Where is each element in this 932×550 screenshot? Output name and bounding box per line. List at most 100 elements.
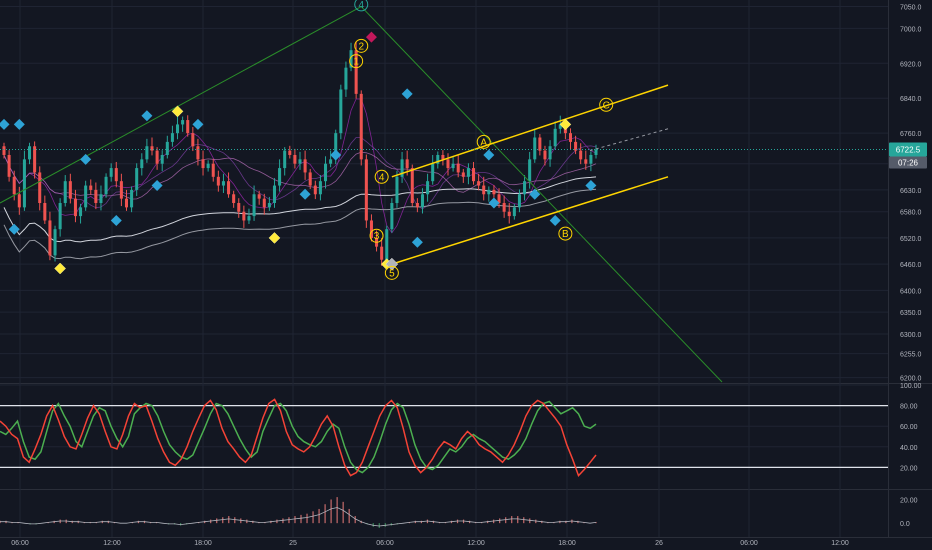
signal-diamond: [549, 214, 561, 226]
price-tick-label: 6840.0: [900, 96, 922, 103]
candle-body: [196, 146, 200, 160]
candle-body: [446, 159, 450, 169]
signal-diamond: [8, 223, 20, 235]
time-tick-label: 06:00: [740, 540, 758, 547]
candle-body: [380, 246, 384, 260]
wave-label: 1: [353, 57, 359, 68]
wave-label-circle: [374, 169, 389, 184]
candle-body: [33, 146, 37, 173]
candle-body: [548, 146, 552, 160]
wave-label-circle: [354, 0, 369, 12]
last-price-tag: [889, 142, 927, 157]
signal-diamond: [13, 118, 25, 130]
time-tick-label: 06:00: [11, 540, 29, 547]
candle-body: [385, 229, 389, 260]
wave-label: 4: [379, 172, 385, 183]
candle-body: [104, 176, 108, 195]
candle-body: [431, 163, 435, 182]
candle-body: [318, 181, 322, 195]
wave-label: 3: [374, 231, 380, 242]
candle-body: [313, 185, 317, 195]
candle-body: [512, 207, 516, 217]
candle-body: [329, 159, 333, 164]
wave-label-circle: [369, 228, 384, 243]
candle-body: [451, 163, 455, 169]
projection-dashed: [589, 128, 669, 152]
price-tick-label: 6255.0: [900, 352, 922, 359]
candle-body: [323, 163, 328, 182]
candle-body: [553, 128, 557, 147]
signal-diamond: [268, 232, 281, 244]
candle-body: [94, 189, 98, 204]
candle-body: [477, 181, 481, 186]
candle-body: [471, 168, 476, 182]
stoch-d-line: [0, 398, 597, 477]
candle-body: [339, 89, 343, 134]
candle-body: [288, 150, 292, 155]
candle-body: [68, 181, 72, 199]
price-tick-label: 7000.0: [900, 26, 922, 33]
signal-diamond: [529, 188, 541, 200]
price-tick-label: 6920.0: [900, 61, 922, 68]
wave-label-circle: [558, 226, 573, 241]
candle-body: [298, 159, 302, 164]
candle-body: [150, 146, 154, 151]
candle-body: [369, 220, 373, 238]
candle-body: [579, 150, 583, 160]
candle-body: [283, 150, 287, 169]
wave-label: 4: [358, 0, 364, 11]
candle-body: [349, 50, 353, 68]
candle-body: [191, 133, 195, 147]
wave-label: 5: [389, 268, 395, 279]
candle-body: [390, 203, 394, 230]
candle-body: [543, 150, 547, 160]
candle-body: [354, 50, 358, 94]
signal-diamond: [483, 149, 495, 161]
candle-body: [589, 154, 593, 164]
candle-body: [201, 159, 205, 169]
wave-label-circle: [599, 97, 614, 112]
moving-average-long: [3, 176, 597, 243]
candle-body: [206, 163, 210, 169]
hist-tick-label: 20.00: [900, 497, 918, 504]
candle-body: [170, 133, 174, 142]
candle-body: [507, 211, 511, 217]
candle-body: [487, 189, 491, 195]
candle-body: [175, 124, 180, 134]
wave-label-circle: [384, 265, 399, 280]
price-tick-label: 6460.0: [900, 262, 922, 269]
wave-label: A: [480, 137, 487, 148]
candle-body: [594, 149, 598, 155]
price-tick-label: 6400.0: [900, 288, 922, 295]
time-tick-label: 18:00: [194, 540, 212, 547]
candle-body: [109, 168, 113, 177]
stoch-k-line: [0, 400, 597, 474]
candle-body: [405, 159, 409, 169]
moving-average-longest: [3, 188, 597, 260]
signal-diamond: [488, 197, 500, 209]
candle-body: [364, 159, 368, 221]
candle-body: [262, 198, 266, 208]
signal-diamond: [401, 88, 413, 100]
signal-diamond: [559, 118, 572, 131]
price-tick-label: 6580.0: [900, 210, 922, 217]
candle-body: [89, 185, 93, 190]
channel-upper: [391, 84, 669, 178]
price-tick-label: 6520.0: [900, 236, 922, 243]
hist-tick-label: 0.0: [900, 521, 910, 528]
candle-body: [415, 203, 419, 208]
candle-body: [216, 176, 220, 186]
candle-body: [466, 168, 470, 177]
wave-label-circle: [476, 134, 491, 149]
trendline-up: [0, 6, 362, 204]
candle-body: [247, 216, 251, 221]
price-tick-label: 6350.0: [900, 310, 922, 317]
candle-body: [145, 146, 149, 160]
candle-body: [135, 168, 139, 190]
price-tick-label: 7050.0: [900, 5, 922, 12]
signal-diamond: [54, 262, 66, 275]
candle-body: [79, 207, 83, 217]
time-tick-label: 06:00: [376, 540, 394, 547]
